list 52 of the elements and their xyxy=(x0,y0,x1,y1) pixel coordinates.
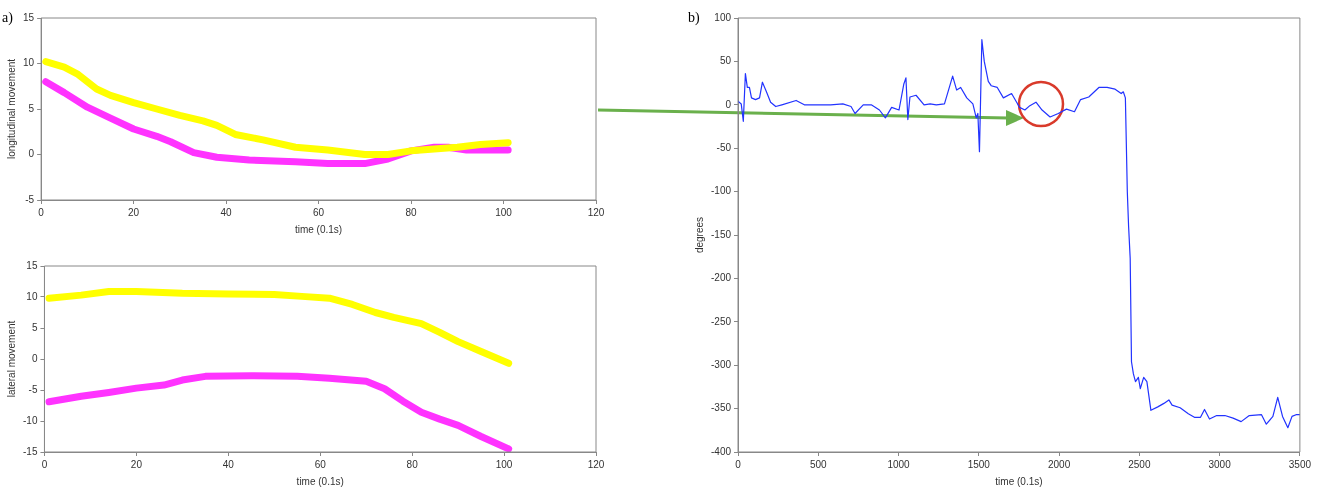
x-tick-label: 40 xyxy=(220,206,233,218)
x-tick-label: 40 xyxy=(222,458,235,470)
x-tick-label: 100 xyxy=(495,458,513,470)
y-tick-label: 15 xyxy=(26,259,38,271)
x-tick-label: 80 xyxy=(405,206,418,218)
y-tick-label: -5 xyxy=(28,383,38,395)
x-tick-label: 2000 xyxy=(1047,458,1071,470)
y-tick-label: -250 xyxy=(711,315,732,327)
y-tick-label: 10 xyxy=(26,290,38,302)
x-tick-label: 0 xyxy=(735,458,742,470)
y-tick-label: -5 xyxy=(25,193,35,205)
y-tick-label: 10 xyxy=(23,57,35,69)
x-axis-title: time (0.1s) xyxy=(995,475,1043,487)
y-tick-label: -200 xyxy=(711,272,732,284)
y-tick-label: -150 xyxy=(711,228,732,240)
y-tick-label: 5 xyxy=(28,102,35,114)
x-tick-label: 80 xyxy=(406,458,419,470)
y-tick-label: 50 xyxy=(719,55,732,67)
chart-title: a) xyxy=(2,10,13,26)
x-tick-label: 100 xyxy=(495,206,513,218)
y-tick-label: 15 xyxy=(23,11,35,23)
y-tick-label: -10 xyxy=(23,414,38,426)
y-axis-title: degrees xyxy=(693,216,705,254)
y-tick-label: 0 xyxy=(31,352,38,364)
x-axis-title: time (0.1s) xyxy=(296,475,344,487)
x-tick-label: 1500 xyxy=(967,458,991,470)
x-axis-title: time (0.1s) xyxy=(294,223,343,235)
y-tick-label: -100 xyxy=(711,185,732,197)
x-tick-label: 3000 xyxy=(1208,458,1232,470)
x-tick-label: 120 xyxy=(587,206,605,218)
y-axis-title: lateral movement xyxy=(5,320,17,398)
x-tick-label: 0 xyxy=(41,458,48,470)
y-tick-label: 5 xyxy=(31,321,38,333)
x-tick-label: 60 xyxy=(313,206,325,218)
y-tick-label: -15 xyxy=(23,445,38,457)
y-tick-label: -300 xyxy=(711,358,732,370)
y-axis-title: longitudinal movement xyxy=(5,58,17,160)
x-tick-label: 3500 xyxy=(1288,458,1312,470)
chart-title: b) xyxy=(688,10,700,26)
y-tick-label: 0 xyxy=(725,98,732,110)
x-tick-label: 120 xyxy=(587,458,605,470)
y-tick-label: -400 xyxy=(711,445,732,457)
x-tick-label: 20 xyxy=(130,458,143,470)
x-tick-label: 500 xyxy=(809,458,828,470)
x-tick-label: 60 xyxy=(314,458,327,470)
x-tick-label: 2500 xyxy=(1128,458,1151,470)
y-tick-label: -50 xyxy=(716,141,732,153)
y-tick-label: 100 xyxy=(714,11,732,23)
x-tick-label: 20 xyxy=(128,206,140,218)
x-tick-label: 1000 xyxy=(887,458,911,470)
y-tick-label: 0 xyxy=(28,148,35,160)
y-tick-label: -350 xyxy=(711,402,732,414)
